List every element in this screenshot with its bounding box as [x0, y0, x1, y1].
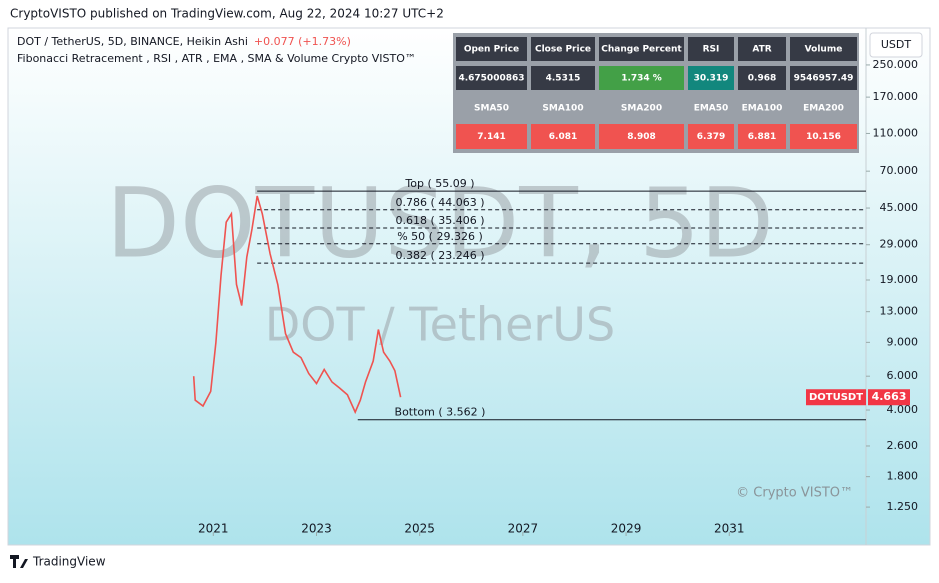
last-price-box [868, 389, 910, 406]
table-text: 0.968 [748, 74, 776, 84]
table-cell [790, 37, 857, 61]
table-text: EMA100 [742, 104, 783, 114]
table-text: 10.156 [806, 132, 841, 142]
table-text: ATR [752, 45, 771, 55]
table-cell [456, 124, 527, 149]
x-tick-label: 2021 [198, 522, 229, 536]
x-tick-label: 2027 [508, 522, 539, 536]
stats-table: Open Price Close Price Change Percent RSI AT… [453, 33, 859, 153]
table-cell [456, 66, 527, 90]
last-price-tag [806, 389, 866, 406]
table-text: 30.319 [694, 74, 729, 84]
table-cell [790, 95, 857, 121]
price-line [192, 195, 402, 415]
table-cell [688, 124, 734, 149]
series-name: DOTUSDT [809, 392, 863, 403]
fib-label: 0.618 ( 35.406 ) [395, 214, 484, 227]
table-text: 4.5315 [546, 74, 581, 84]
y-tick-label: 29.000 [880, 238, 919, 251]
table-text: 7.141 [477, 132, 505, 142]
table-cell [456, 37, 527, 61]
table-text: 6.379 [697, 132, 725, 142]
y-tick-label: 13.000 [880, 305, 919, 318]
x-tick-label: 2025 [404, 522, 435, 536]
table-cell [599, 66, 684, 90]
title: DOT / TetherUS, 5D, BINANCE, Heikin Ashi [17, 35, 248, 48]
table-text: SMA200 [621, 104, 662, 114]
table-cell [599, 95, 684, 121]
logo-icon [10, 555, 28, 568]
table-text: Open Price [464, 45, 519, 55]
y-tick-label: 2.600 [887, 439, 919, 452]
x-tick-label: 2031 [714, 522, 745, 536]
y-tick-label: 9.000 [887, 335, 919, 348]
currency: USDT [881, 38, 912, 51]
table-text: EMA50 [694, 104, 729, 114]
table-cell [531, 66, 595, 90]
last-price-label: 4.663 [872, 390, 907, 403]
table-text: 4.675000863 [458, 74, 524, 84]
y-tick-label: 19.000 [880, 273, 919, 286]
y-tick-label: 6.000 [887, 369, 919, 382]
y-tick-label: 1.800 [887, 470, 919, 483]
chart-title: DOT / TetherUS, 5D, BINANCE, Heikin Ashi… [17, 35, 351, 48]
table-text: 1.734 % [621, 74, 662, 84]
y-tick-label: 110.000 [873, 126, 919, 139]
fib-label: % 50 ( 29.326 ) [397, 230, 483, 243]
table-cell [531, 124, 595, 149]
table-text: 6.081 [549, 132, 577, 142]
table-cell [738, 66, 786, 90]
table-text: Close Price [535, 45, 591, 55]
y-tick-label: 4.000 [887, 403, 919, 416]
change: +0.077 (+1.73%) [254, 35, 351, 48]
table-cell [599, 37, 684, 61]
table-cell [531, 95, 595, 121]
table-cell [790, 66, 857, 90]
y-tick-label: 250.000 [873, 58, 919, 71]
table-cell [688, 95, 734, 121]
fib-label: 0.382 ( 23.246 ) [395, 249, 484, 262]
header: CryptoVISTO published on TradingView.com… [10, 7, 444, 21]
y-tick-label: 45.000 [880, 201, 919, 214]
logo [10, 555, 28, 568]
table-text: RSI [703, 45, 720, 55]
x-tick-label: 2023 [301, 522, 332, 536]
watermark: DOTUSDT, 5D [106, 167, 774, 279]
x-tick-label: 2029 [611, 522, 642, 536]
table-text: 8.908 [627, 132, 655, 142]
watermark-sub: DOT / TetherUS [265, 298, 615, 352]
y-tick-label: 170.000 [873, 90, 919, 103]
table-cell [688, 37, 734, 61]
table-cell [599, 124, 684, 149]
fib-label: Top ( 55.09 ) [404, 177, 474, 190]
table-text: 6.881 [748, 132, 776, 142]
table-cell [790, 124, 857, 149]
table-text: SMA50 [474, 104, 509, 114]
footer: TradingView [32, 555, 106, 569]
table-cell [738, 95, 786, 121]
table-cell [531, 37, 595, 61]
table-cell [738, 37, 786, 61]
table-text: Volume [805, 45, 843, 55]
fib-label: Bottom ( 3.562 ) [395, 406, 486, 419]
y-tick-label: 1.250 [887, 500, 919, 513]
table-cell [456, 95, 527, 121]
table-text: 9546957.49 [794, 74, 854, 84]
subtitle: Fibonacci Retracement , RSI , ATR , EMA … [17, 52, 416, 65]
table-text: EMA200 [803, 104, 844, 114]
table-text: SMA100 [542, 104, 583, 114]
table-cell [688, 66, 734, 90]
table-cell [738, 124, 786, 149]
fib-label: 0.786 ( 44.063 ) [395, 196, 484, 209]
table-text: Change Percent [601, 45, 682, 55]
currency-button[interactable] [869, 32, 923, 58]
copyright: © Crypto VISTO™ [736, 486, 853, 501]
y-tick-label: 70.000 [880, 164, 919, 177]
